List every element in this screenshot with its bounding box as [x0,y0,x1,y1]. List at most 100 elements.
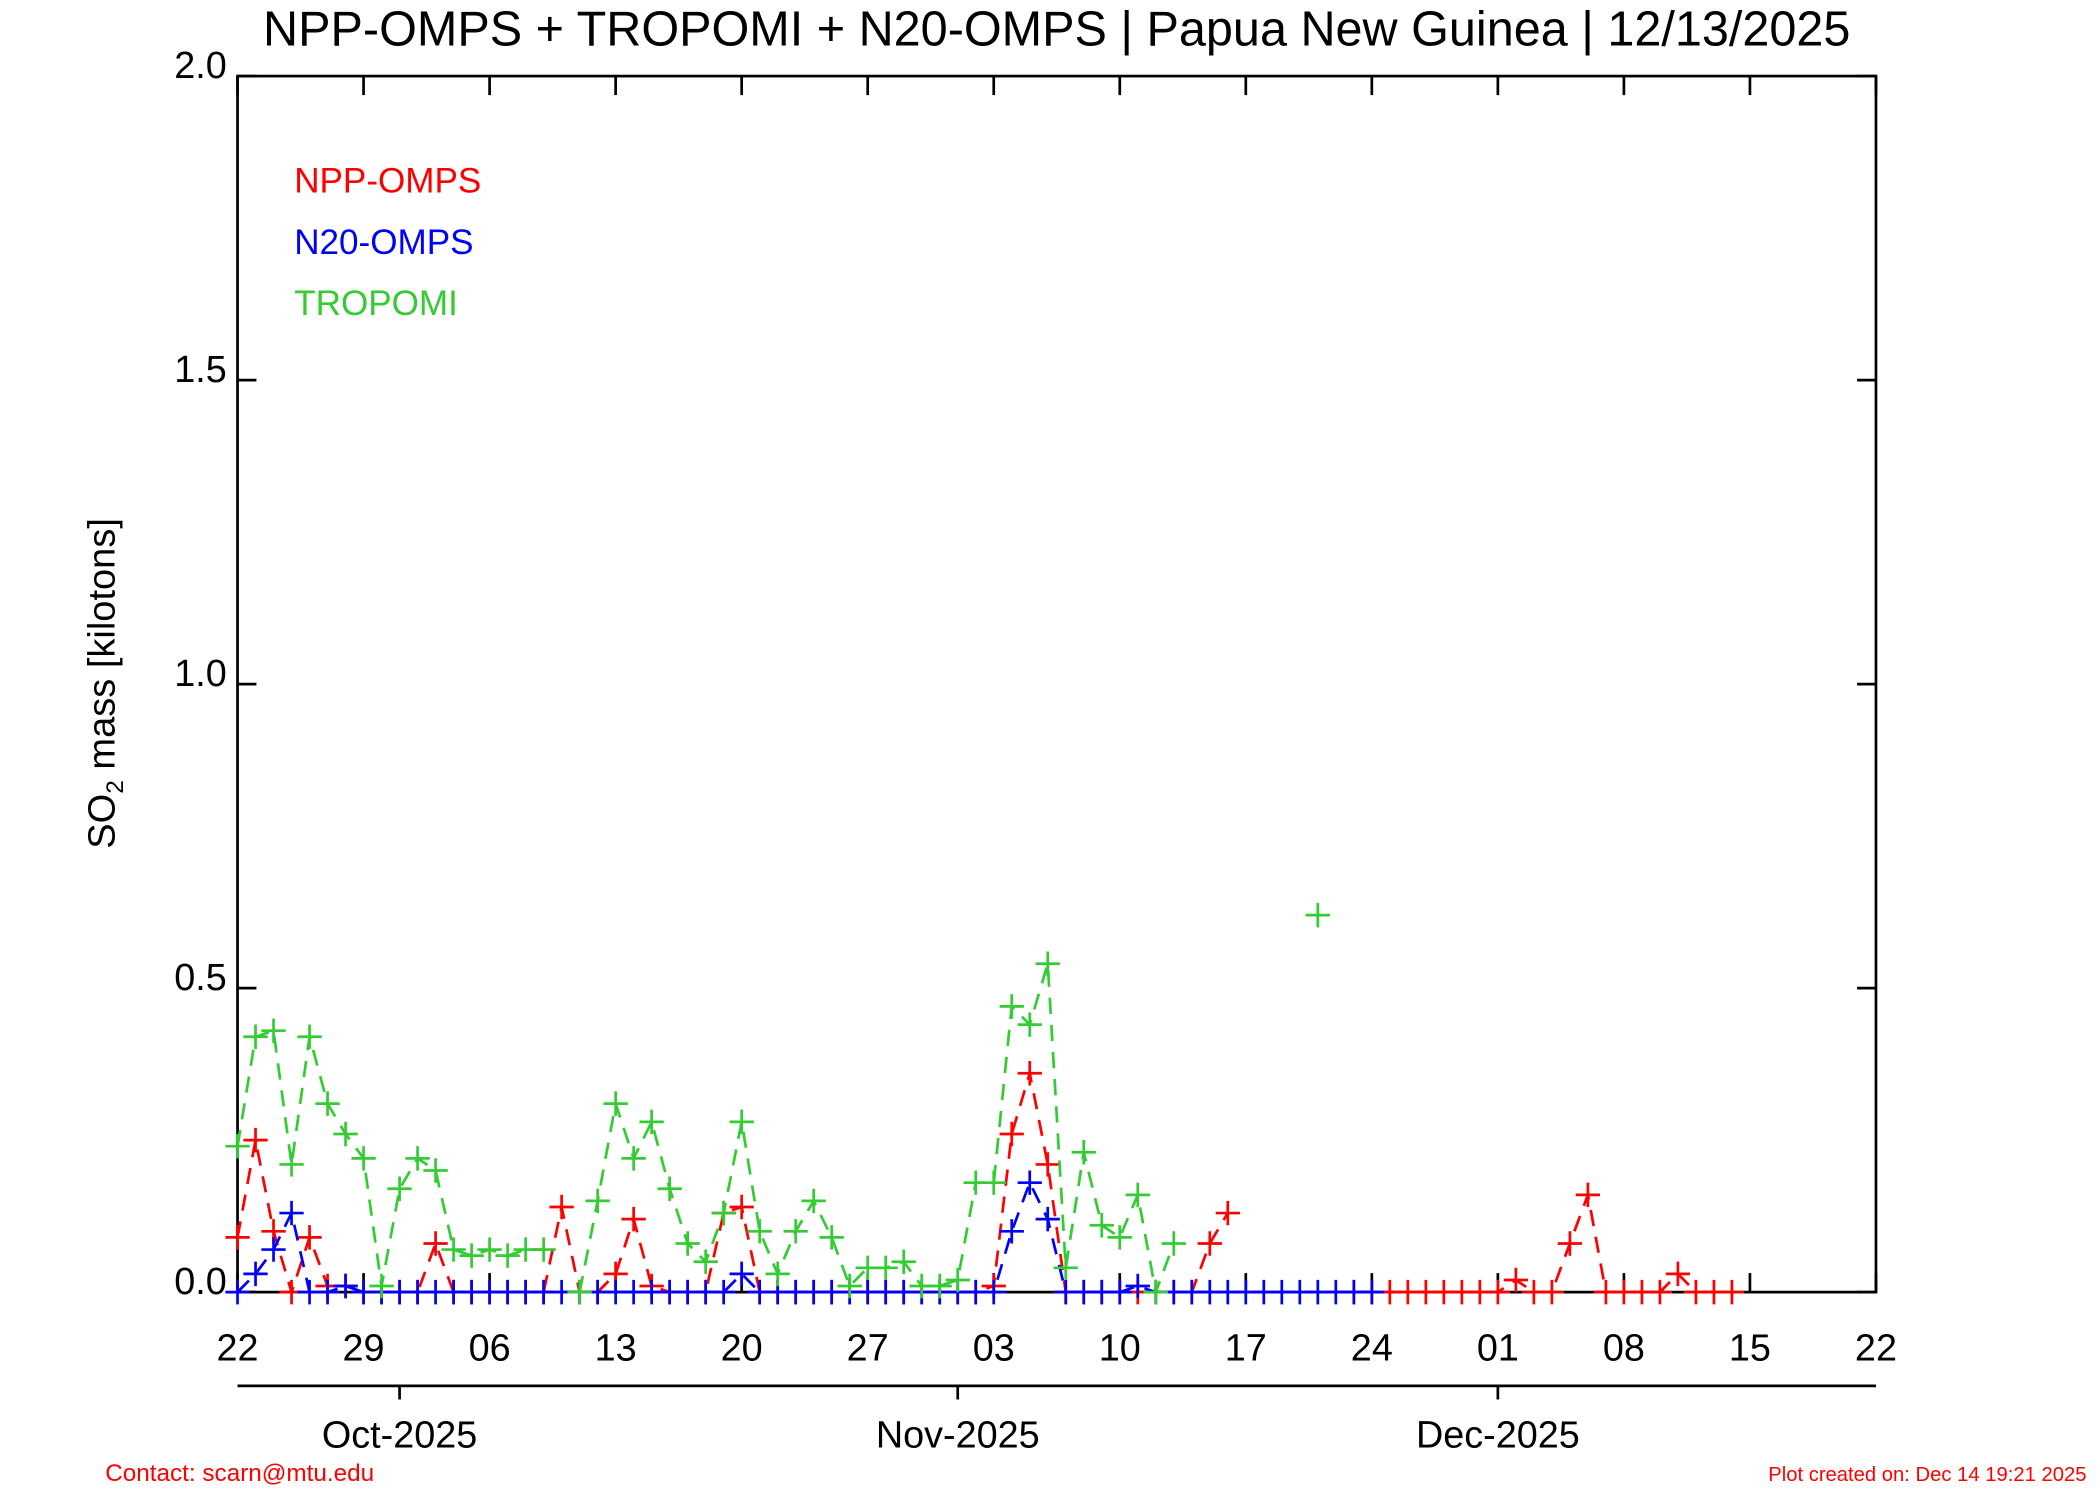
x-tick-label: 10 [1099,1327,1141,1369]
y-tick-label: 1.0 [174,653,227,695]
point-marker [405,1146,430,1171]
x-tick-label: 27 [847,1327,889,1369]
point-marker [837,1273,862,1299]
point-marker [1143,1279,1168,1305]
x-tick-label: 22 [217,1327,259,1369]
point-marker [693,1249,718,1274]
point-marker [549,1194,574,1220]
point-marker [621,1206,646,1232]
y-label-part: mass [kilotons] [82,518,124,780]
point-marker [711,1279,736,1305]
y-tick-label: 0.5 [174,957,227,999]
point-marker [297,1225,322,1250]
point-marker [1305,902,1330,928]
series-line [238,915,1318,1292]
x-tick-label: 01 [1477,1327,1519,1369]
point-marker [891,1249,916,1274]
point-marker [1557,1231,1583,1256]
x-tick-label: 03 [973,1327,1015,1369]
point-marker [243,1261,268,1287]
month-label: Dec-2025 [1416,1414,1580,1456]
point-marker [729,1261,754,1287]
chart-title: NPP-OMPS + TROPOMI + N20-OMPS | Papua Ne… [263,2,1850,56]
point-marker [459,1243,484,1268]
x-tick-label: 17 [1225,1327,1267,1369]
point-marker [261,1018,286,1043]
point-marker [1107,1225,1132,1250]
series-line [236,1179,1372,1294]
point-marker [657,1176,682,1201]
point-marker [1539,1279,1565,1305]
point-marker [1485,1279,1511,1305]
created-note: Plot created on: Dec 14 19:21 2025 [1768,1464,2086,1486]
point-marker [1017,1012,1042,1037]
x-tick-label: 13 [595,1327,637,1369]
point-marker [477,1237,502,1262]
point-marker [1035,1206,1060,1232]
point-marker [585,1188,610,1214]
point-marker [351,1146,376,1171]
y-tick-label: 2.0 [174,45,227,87]
point-marker [1035,951,1060,977]
point-marker [621,1146,646,1171]
point-marker [1071,1140,1096,1165]
point-marker [261,1237,286,1262]
point-marker [333,1273,358,1299]
y-label-part: SO [82,794,124,849]
point-marker [1503,1267,1529,1293]
point-marker [1017,1170,1042,1195]
point-marker [441,1237,466,1262]
point-marker [1125,1273,1150,1299]
point-marker [603,1091,628,1116]
point-marker [729,1194,754,1220]
point-marker [1053,1255,1078,1281]
month-label: Nov-2025 [876,1414,1040,1456]
point-marker [927,1273,952,1299]
point-marker [819,1225,844,1250]
point-marker [567,1279,592,1305]
point-marker [531,1237,556,1262]
point-marker [279,1200,304,1226]
x-tick-label: 24 [1351,1327,1393,1369]
x-tick-label: 15 [1729,1327,1771,1369]
point-marker [1089,1213,1114,1238]
point-marker [1125,1182,1150,1208]
point-marker [495,1243,520,1268]
point-marker [981,1279,1006,1305]
point-marker [1035,1152,1060,1177]
point-marker [1359,1279,1384,1305]
point-marker [747,1219,772,1244]
x-tick-label: 06 [469,1327,511,1369]
point-marker [1215,1200,1240,1226]
point-marker [945,1267,970,1293]
point-marker [999,1121,1024,1147]
legend-entry: N20-OMPS [294,223,473,262]
point-marker [1665,1261,1691,1287]
point-marker [801,1188,826,1214]
point-marker [315,1091,340,1116]
point-marker [243,1127,268,1153]
point-marker [1161,1231,1186,1256]
point-marker [1575,1182,1601,1208]
point-marker [729,1109,754,1135]
point-marker [873,1255,898,1281]
x-tick-label: 22 [1855,1327,1897,1369]
point-marker [315,1279,340,1305]
x-tick-label: 29 [343,1327,385,1369]
point-marker [711,1200,736,1226]
point-marker [333,1121,358,1147]
y-label-sub: 2 [102,780,129,794]
point-marker [675,1231,700,1256]
point-marker [639,1109,664,1135]
point-marker [1719,1279,1745,1305]
point-marker [999,994,1024,1019]
point-marker [783,1219,808,1244]
x-tick-label: 20 [721,1327,763,1369]
legend-entry: NPP-OMPS [294,162,481,201]
point-marker [999,1219,1024,1244]
point-marker [225,1225,250,1250]
point-marker [1197,1231,1222,1256]
point-marker [369,1273,394,1299]
y-tick-label: 1.5 [174,349,227,391]
